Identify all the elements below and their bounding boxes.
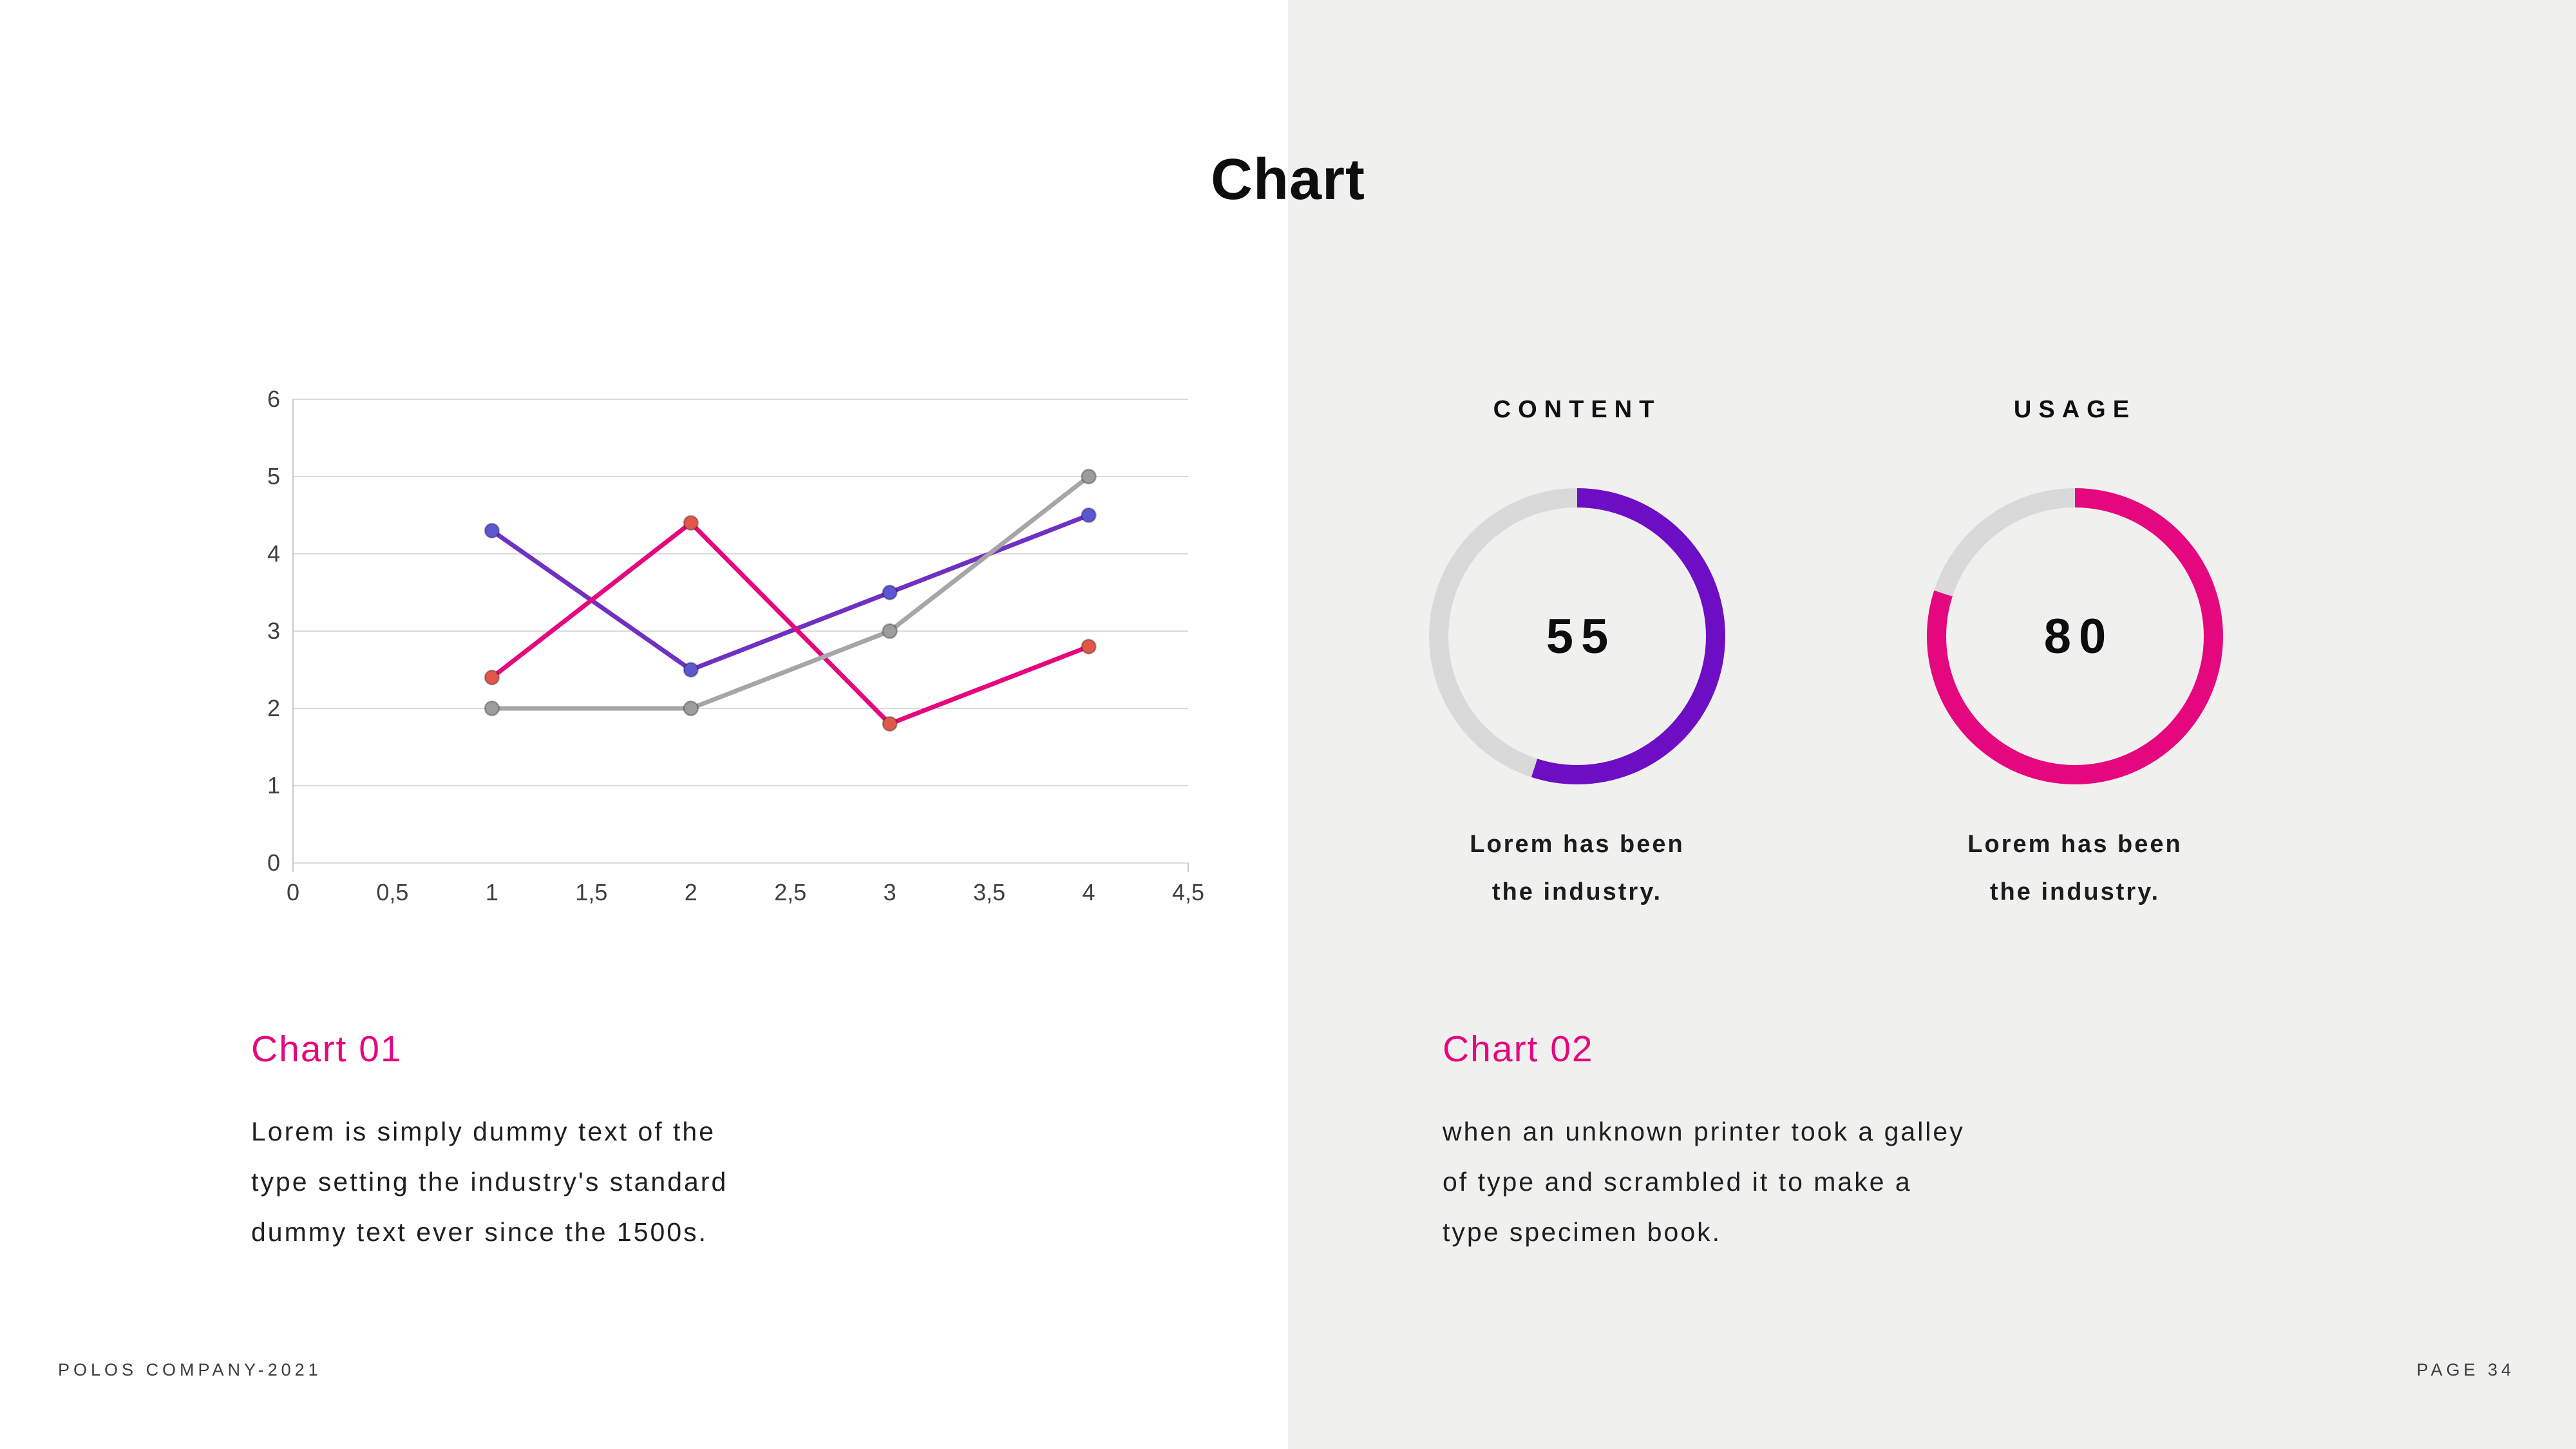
donut-inner-usage: 80 — [1946, 507, 2204, 765]
donut-ring-usage: 80 — [1927, 488, 2223, 784]
donut-label-usage: USAGE — [2013, 396, 2137, 423]
donut-caption-usage: Lorem has been the industry. — [1895, 820, 2255, 916]
svg-text:5: 5 — [267, 463, 280, 489]
donut-value-usage: 80 — [2043, 609, 2114, 664]
svg-text:3: 3 — [267, 618, 280, 644]
caption-line: Lorem has been — [1967, 831, 2183, 858]
body-line: dummy text ever since the 1500s. — [251, 1217, 708, 1247]
donut-ring-content: 55 — [1429, 488, 1725, 784]
svg-text:0,5: 0,5 — [376, 879, 408, 905]
body-line: type specimen book. — [1443, 1217, 1722, 1247]
svg-text:6: 6 — [267, 386, 280, 412]
line-chart: 0 1 2 3 4 5 6 0 0,5 1 1,5 2 2,5 3 3,5 4 4,5 — [267, 386, 1204, 905]
body-line: type setting the industry's standard — [251, 1167, 728, 1197]
body-line: Lorem is simply dummy text of the — [251, 1117, 716, 1146]
svg-text:2: 2 — [685, 879, 697, 905]
svg-text:4: 4 — [1083, 879, 1095, 905]
chart-02-heading: Chart 02 — [1443, 1028, 1594, 1070]
body-line: of type and scrambled it to make a — [1443, 1167, 1912, 1197]
caption-line: Lorem has been — [1470, 831, 1685, 858]
chart-01-heading: Chart 01 — [251, 1028, 402, 1070]
svg-text:1,5: 1,5 — [575, 879, 607, 905]
svg-text:2: 2 — [267, 695, 280, 721]
svg-text:4,5: 4,5 — [1172, 879, 1204, 905]
chart-02-body: when an unknown printer took a galley of… — [1443, 1106, 1965, 1257]
donut-inner-content: 55 — [1448, 507, 1706, 765]
svg-text:1: 1 — [267, 772, 280, 799]
svg-text:0: 0 — [267, 849, 280, 876]
chart-01-body: Lorem is simply dummy text of the type s… — [251, 1106, 728, 1257]
svg-text:3: 3 — [884, 879, 896, 905]
donut-value-content: 55 — [1546, 609, 1616, 664]
svg-text:0: 0 — [287, 879, 299, 905]
svg-text:4: 4 — [267, 540, 280, 567]
svg-text:3,5: 3,5 — [973, 879, 1005, 905]
footer-company: POLOS COMPANY-2021 — [58, 1360, 322, 1379]
donut-label-content: CONTENT — [1493, 396, 1662, 423]
footer-page-number: PAGE 34 — [2416, 1360, 2515, 1379]
donut-group-usage: USAGE 80 Lorem has been the industry. — [1895, 396, 2255, 916]
body-line: when an unknown printer took a galley — [1443, 1117, 1965, 1146]
svg-text:2,5: 2,5 — [774, 879, 806, 905]
slide-title: Chart — [1210, 147, 1366, 212]
svg-text:1: 1 — [486, 879, 498, 905]
donut-caption-content: Lorem has been the industry. — [1397, 820, 1757, 916]
caption-line: the industry. — [1989, 878, 2161, 905]
caption-line: the industry. — [1492, 878, 1663, 905]
donut-group-content: CONTENT 55 Lorem has been the industry. — [1397, 396, 1757, 916]
